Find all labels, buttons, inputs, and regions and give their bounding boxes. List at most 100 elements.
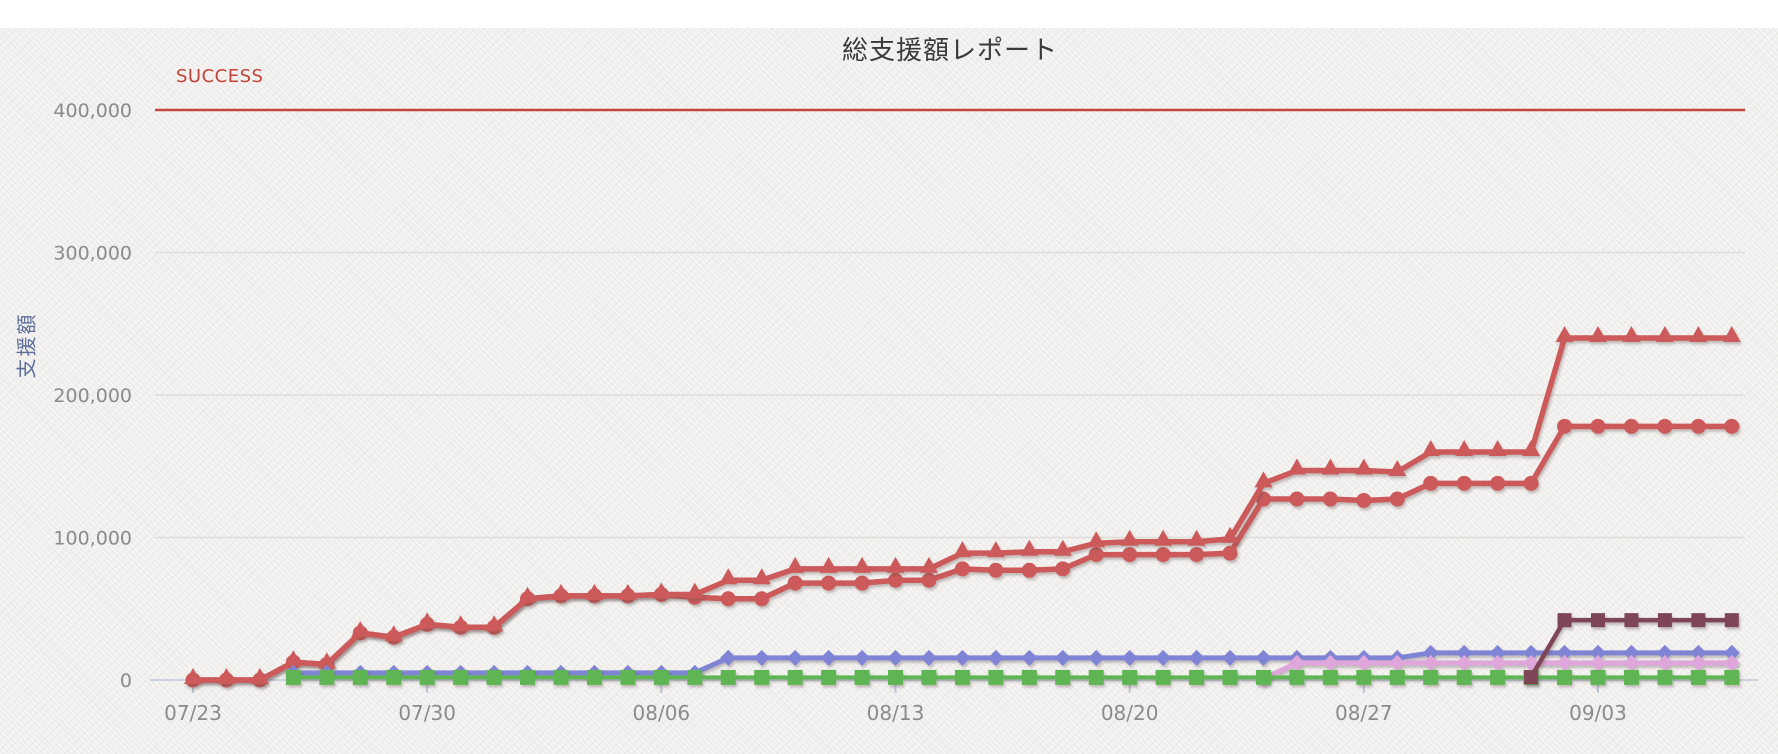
marker-triangle <box>1622 326 1641 342</box>
marker-square <box>821 669 837 685</box>
marker-square <box>1524 670 1539 685</box>
marker-diamond <box>987 649 1004 666</box>
chart-title: 総支援額レポート <box>841 36 1058 66</box>
marker-diamond <box>820 649 837 666</box>
marker-square <box>1590 669 1606 685</box>
marker-diamond <box>1656 654 1673 671</box>
marker-circle <box>1055 561 1071 577</box>
marker-circle <box>1724 418 1740 434</box>
marker-circle <box>1557 418 1573 434</box>
marker-square <box>988 669 1004 685</box>
marker-triangle <box>317 652 336 669</box>
y-axis-title-text: 支援額 <box>14 312 39 378</box>
marker-diamond <box>1656 644 1673 661</box>
marker-square <box>1657 613 1672 628</box>
marker-square <box>1021 669 1037 685</box>
marker-triangle <box>618 583 637 600</box>
marker-square <box>921 669 937 685</box>
marker-square <box>1255 669 1271 685</box>
marker-triangle <box>1154 529 1173 546</box>
x-tick-label: 09/03 <box>1569 701 1627 725</box>
marker-diamond <box>720 649 737 666</box>
marker-triangle <box>1354 458 1373 475</box>
marker-diamond <box>1556 654 1573 671</box>
marker-square <box>1055 669 1071 685</box>
marker-square <box>1356 669 1372 685</box>
marker-triangle <box>1689 326 1708 342</box>
marker-diamond <box>1422 654 1439 671</box>
marker-circle <box>1523 475 1539 491</box>
marker-square <box>1389 669 1405 685</box>
marker-diamond <box>1355 654 1372 671</box>
marker-triangle <box>1655 326 1674 342</box>
marker-diamond <box>1456 644 1473 661</box>
marker-square <box>1657 669 1673 685</box>
marker-diamond <box>854 649 871 666</box>
marker-triangle <box>284 650 303 667</box>
marker-triangle <box>250 668 269 684</box>
marker-triangle <box>1187 529 1206 546</box>
marker-square <box>1724 669 1740 685</box>
x-tick-label: 08/13 <box>867 701 925 725</box>
marker-diamond <box>1489 654 1506 671</box>
marker-square <box>520 669 536 685</box>
marker-square <box>687 669 703 685</box>
marker-diamond <box>787 649 804 666</box>
series-group-series-green-square <box>285 669 1740 685</box>
marker-triangle <box>418 612 437 629</box>
marker-triangle <box>853 556 872 573</box>
x-tick-label: 07/30 <box>398 701 456 725</box>
marker-circle <box>988 562 1004 578</box>
marker-diamond <box>1623 654 1640 671</box>
x-tick-label: 08/20 <box>1101 701 1159 725</box>
y-tick-label: 100,000 <box>53 528 132 550</box>
marker-circle <box>1356 492 1372 508</box>
marker-diamond <box>1422 644 1439 661</box>
marker-triangle <box>1020 539 1039 556</box>
x-tick-label: 08/27 <box>1335 701 1393 725</box>
marker-triangle <box>685 582 704 599</box>
marker-square <box>1189 669 1205 685</box>
marker-triangle <box>451 615 470 632</box>
marker-diamond <box>1723 644 1740 661</box>
marker-triangle <box>1555 326 1574 342</box>
marker-square <box>1289 669 1305 685</box>
marker-square <box>1624 613 1639 628</box>
marker-diamond <box>1690 654 1707 671</box>
marker-square <box>787 669 803 685</box>
marker-diamond <box>1456 654 1473 671</box>
marker-circle <box>1490 475 1506 491</box>
marker-circle <box>954 561 970 577</box>
marker-square <box>1322 669 1338 685</box>
marker-triangle <box>1053 539 1072 556</box>
marker-square <box>1724 613 1739 628</box>
marker-square <box>1590 613 1605 628</box>
success-threshold-label: SUCCESS <box>176 66 264 87</box>
marker-triangle <box>953 541 972 558</box>
marker-diamond <box>1188 649 1205 666</box>
marker-square <box>1691 613 1706 628</box>
marker-diamond <box>1255 649 1272 666</box>
marker-triangle <box>1287 458 1306 475</box>
marker-square <box>1557 669 1573 685</box>
marker-circle <box>1189 547 1205 563</box>
marker-circle <box>1222 545 1238 561</box>
y-tick-label: 300,000 <box>53 243 132 265</box>
marker-circle <box>1657 418 1673 434</box>
marker-diamond <box>1489 644 1506 661</box>
marker-circle <box>921 572 937 588</box>
marker-diamond <box>1589 644 1606 661</box>
marker-triangle <box>217 668 236 684</box>
marker-circle <box>1590 418 1606 434</box>
marker-circle <box>787 575 803 591</box>
y-tick-label: 0 <box>120 670 132 692</box>
marker-square <box>954 669 970 685</box>
series-group-series-salmon-triangle <box>184 326 1741 684</box>
marker-square <box>553 669 569 685</box>
marker-diamond <box>920 649 937 666</box>
marker-triangle <box>719 568 738 585</box>
marker-circle <box>1389 491 1405 507</box>
marker-square <box>887 669 903 685</box>
marker-circle <box>1623 418 1639 434</box>
